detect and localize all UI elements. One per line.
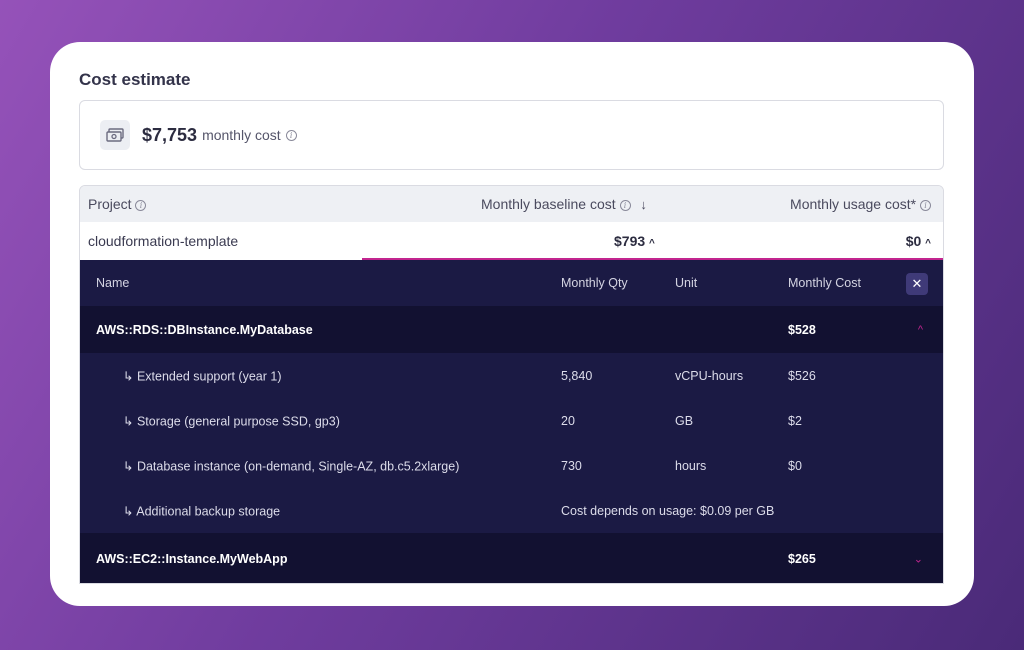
info-icon[interactable]: i [135,199,147,211]
line-item-name: ↳ Storage (general purpose SSD, gp3) [123,414,340,428]
line-item-unit: vCPU-hours [675,368,744,383]
cost-summary: $7,753 monthly cost i [79,100,944,170]
baseline-cost-toggle[interactable]: $793 ^ [614,233,655,249]
info-icon[interactable]: i [619,199,631,211]
column-baseline-cost[interactable]: Monthly baseline cost i ↓ [481,196,647,212]
breakdown-header: Name Monthly Qty Unit Monthly Cost ✕ [80,260,943,306]
line-item-row: ↳ Database instance (on-demand, Single-A… [80,443,943,488]
column-project-label: Project [88,196,132,212]
info-icon[interactable]: i [920,199,931,211]
line-item-qty: 730 [561,458,582,473]
total-monthly-cost: $7,753 [142,124,198,145]
resource-name: AWS::EC2::Instance.MyWebApp [96,551,288,566]
money-icon [100,120,130,150]
project-row[interactable]: cloudformation-template $793 ^ $0 ^ [80,222,943,260]
resource-cost: $265 [788,551,816,566]
cost-estimate-card: Cost estimate $7,753 monthly cost i Proj… [50,42,974,606]
close-icon[interactable]: ✕ [906,273,928,295]
header-name: Name [96,276,130,290]
table-header: Project i Monthly baseline cost i ↓ Mont… [80,186,943,222]
sort-down-icon[interactable]: ↓ [640,197,647,212]
line-item-cost: $2 [788,413,802,428]
line-item-qty: 20 [561,413,575,428]
project-name: cloudformation-template [88,233,239,249]
chevron-up-icon: ^ [649,238,655,249]
monthly-cost-label: monthly cost [202,127,281,143]
header-qty: Monthly Qty [561,276,628,290]
line-item-cost: $0 [788,458,802,473]
line-item-row: ↳ Extended support (year 1) 5,840 vCPU-h… [80,353,943,398]
line-item-note: Cost depends on usage: $0.09 per GB [561,503,775,518]
line-item-row: ↳ Storage (general purpose SSD, gp3) 20 … [80,398,943,443]
resource-name: AWS::RDS::DBInstance.MyDatabase [96,322,313,337]
line-item-name: ↳ Additional backup storage [123,504,281,518]
line-item-name: ↳ Extended support (year 1) [123,369,282,383]
line-item-unit: hours [675,458,707,473]
line-item-row: ↳ Additional backup storage Cost depends… [80,488,943,533]
usage-cost-value: $0 [905,233,922,249]
project-cost-table: Project i Monthly baseline cost i ↓ Mont… [79,185,944,584]
line-item-name: ↳ Database instance (on-demand, Single-A… [123,459,460,473]
line-item-qty: 5,840 [561,368,593,383]
line-item-cost: $526 [788,368,816,383]
chevron-up-icon: ^ [925,238,931,249]
section-title: Cost estimate [79,70,191,89]
column-usage-cost: Monthly usage cost* i [790,196,931,212]
info-icon[interactable]: i [285,129,297,141]
active-underline [362,258,943,260]
column-usage-label: Monthly usage cost* [790,196,917,212]
cost-breakdown-panel: Name Monthly Qty Unit Monthly Cost ✕ AWS… [80,260,943,583]
usage-cost-toggle[interactable]: $0 ^ [906,233,931,249]
resource-cost: $528 [788,322,816,337]
column-baseline-label: Monthly baseline cost [481,196,616,212]
header-cost: Monthly Cost [788,276,861,290]
baseline-cost-value: $793 [614,233,646,249]
column-project: Project i [88,196,147,212]
chevron-up-icon[interactable]: ^ [917,323,923,336]
chevron-down-icon[interactable]: ⌄ [913,553,923,565]
line-item-unit: GB [675,413,694,428]
header-unit: Unit [675,276,698,290]
resource-group-row[interactable]: AWS::EC2::Instance.MyWebApp $265 ⌄ [80,533,943,583]
resource-group-row[interactable]: AWS::RDS::DBInstance.MyDatabase $528 ^ [80,306,943,353]
